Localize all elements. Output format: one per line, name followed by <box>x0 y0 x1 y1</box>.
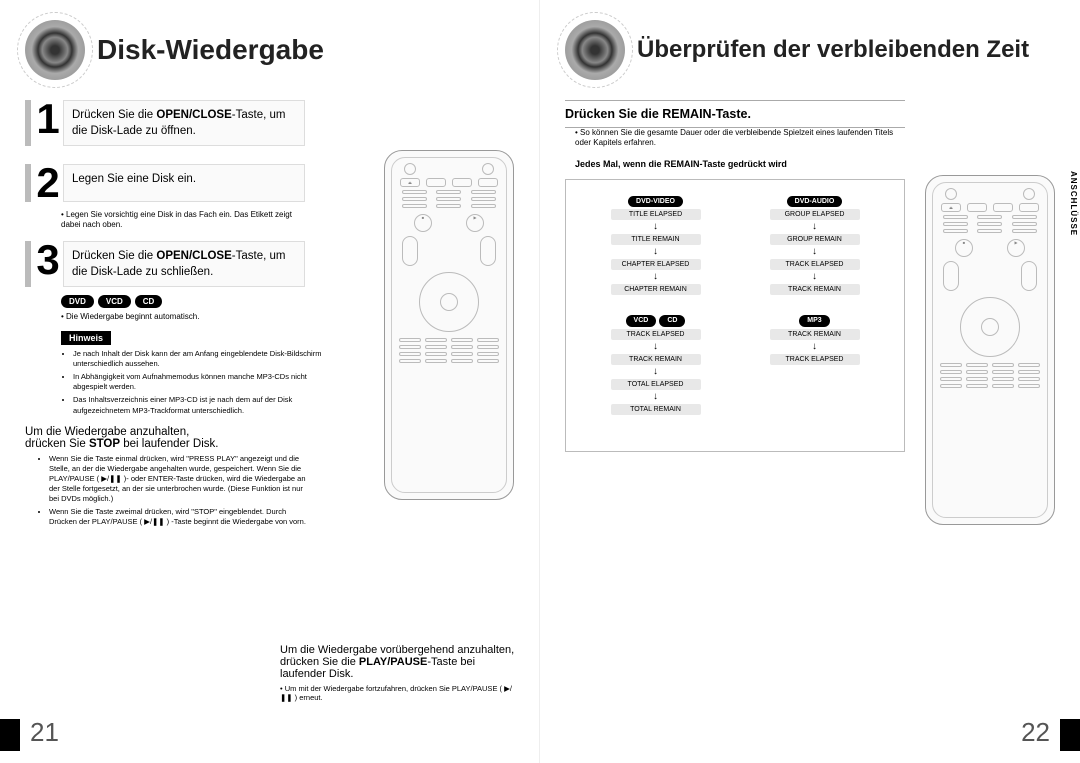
page-title-right: Überprüfen der verbleibenden Zeit <box>637 36 1029 64</box>
page-tab <box>1060 719 1080 751</box>
diag-item: TITLE ELAPSED <box>611 209 701 220</box>
diag-item: GROUP ELAPSED <box>770 209 860 220</box>
diag-item: TRACK ELAPSED <box>611 329 701 340</box>
pause-note: • Um mit der Wiedergabe fortzufahren, dr… <box>280 684 520 704</box>
diag-item: CHAPTER REMAIN <box>611 284 701 295</box>
disc-pill: DVD <box>61 295 94 308</box>
step-3-text: Drücken Sie die OPEN/CLOSE-Taste, um die… <box>63 241 305 287</box>
page-tab <box>0 719 20 751</box>
hinweis-label: Hinweis <box>61 331 111 345</box>
step-1-text: Drücken Sie die OPEN/CLOSE-Taste, um die… <box>63 100 305 146</box>
hinweis-bullet: In Abhängigkeit vom Aufnahmemodus können… <box>73 372 333 392</box>
diag-pill: CD <box>659 315 685 327</box>
diag-item: GROUP REMAIN <box>770 234 860 245</box>
diag-pill: DVD-VIDEO <box>628 196 683 208</box>
diag-item: TRACK REMAIN <box>770 284 860 295</box>
diag-item: TITLE REMAIN <box>611 234 701 245</box>
speaker-icon <box>565 20 625 80</box>
side-tab: ANSCHLÜSSE <box>1067 165 1080 242</box>
diag-item: CHAPTER ELAPSED <box>611 259 701 270</box>
page-number: 21 <box>30 717 59 748</box>
speaker-icon <box>25 20 85 80</box>
diag-pill: DVD-AUDIO <box>787 196 843 208</box>
remain-sub: • So können Sie die gesamte Dauer oder d… <box>575 128 905 149</box>
diag-item: TOTAL REMAIN <box>611 404 701 415</box>
stop-heading: Um die Wiedergabe anzuhalten, drücken Si… <box>25 426 295 450</box>
diag-item: TRACK REMAIN <box>770 329 860 340</box>
diag-pill: VCD <box>626 315 657 327</box>
diag-item: TOTAL ELAPSED <box>611 379 701 390</box>
diag-item: TRACK REMAIN <box>611 354 701 365</box>
page-title-left: Disk-Wiedergabe <box>97 34 324 66</box>
disc-pill: VCD <box>98 295 131 308</box>
hinweis-bullet: Das Inhaltsverzeichnis einer MP3-CD ist … <box>73 395 333 415</box>
step-2-note: • Legen Sie vorsichtig eine Disk in das … <box>61 210 301 231</box>
diag-item: TRACK ELAPSED <box>770 354 860 365</box>
disc-pill: CD <box>135 295 163 308</box>
hinweis-bullet: Je nach Inhalt der Disk kann der am Anfa… <box>73 349 333 369</box>
pause-heading: Um die Wiedergabe vorübergehend anzuhalt… <box>280 644 520 680</box>
step-number: 3 <box>33 241 63 287</box>
step-number: 2 <box>33 164 63 202</box>
autoplay-note: • Die Wiedergabe beginnt automatisch. <box>61 312 321 321</box>
remain-diagram: DVD-VIDEO TITLE ELAPSED ↓ TITLE REMAIN ↓… <box>565 179 905 452</box>
remain-heading: Drücken Sie die REMAIN-Taste. <box>565 107 905 121</box>
diag-pill: MP3 <box>799 315 829 327</box>
press-heading: Jedes Mal, wenn die REMAIN-Taste gedrück… <box>575 159 905 169</box>
stop-bullet: Wenn Sie die Taste einmal drücken, wird … <box>49 454 309 505</box>
step-number: 1 <box>33 100 63 146</box>
step-2-text: Legen Sie eine Disk ein. <box>63 164 305 202</box>
stop-bullet: Wenn Sie die Taste zweimal drücken, wird… <box>49 507 309 527</box>
page-number: 22 <box>1021 717 1050 748</box>
remote-illustration: ⏏ ■▶ <box>384 150 514 500</box>
diag-item: TRACK ELAPSED <box>770 259 860 270</box>
remote-illustration: ⏏ ■▶ <box>925 175 1055 525</box>
